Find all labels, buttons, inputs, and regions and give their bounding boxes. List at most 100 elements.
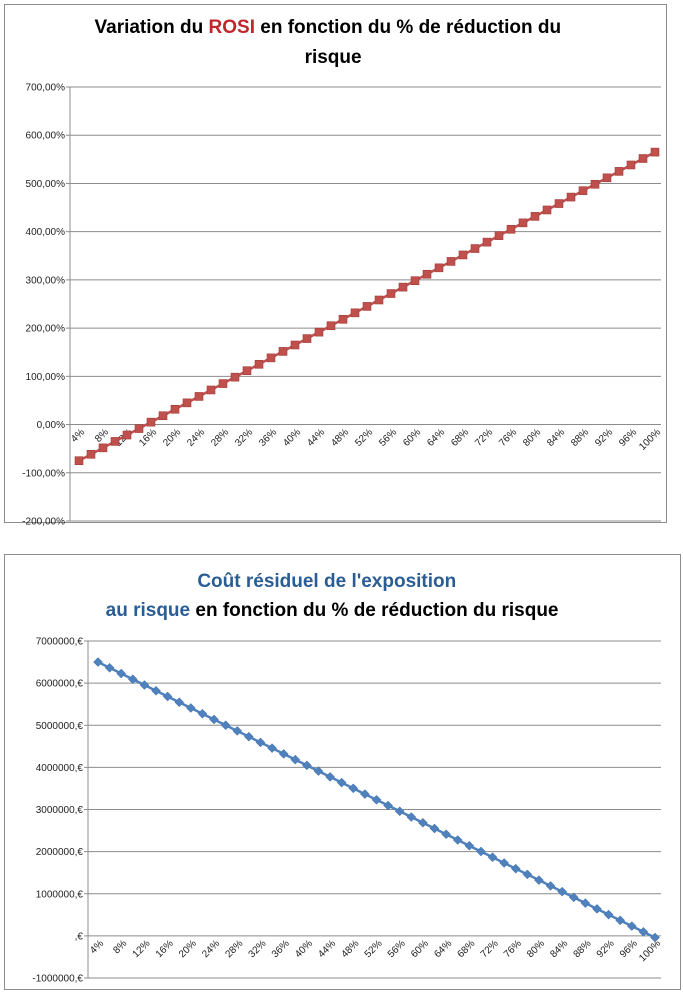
- data-marker: [267, 743, 277, 754]
- data-marker: [255, 737, 266, 748]
- y-tick-label: 6000000,€: [36, 679, 84, 690]
- data-marker: [302, 760, 312, 771]
- y-tick-label: -200,00%: [22, 517, 65, 528]
- data-marker: [434, 263, 444, 273]
- data-marker: [93, 657, 103, 667]
- y-tick-label: 5000000,€: [36, 721, 84, 732]
- data-marker: [568, 892, 579, 903]
- data-marker: [394, 806, 405, 817]
- y-tick-label: 1000000,€: [36, 889, 84, 900]
- y-tick-label: 3000000,€: [36, 805, 84, 816]
- data-marker: [603, 909, 614, 920]
- data-marker: [615, 915, 626, 926]
- data-marker: [230, 372, 240, 382]
- data-marker: [614, 167, 624, 176]
- data-marker: [162, 691, 173, 702]
- y-tick-label: 400,00%: [26, 227, 66, 238]
- title-part: Coût résiduel de l'exposition: [197, 571, 456, 592]
- title-part: Variation du: [95, 17, 209, 38]
- data-marker: [470, 244, 480, 253]
- data-marker: [170, 404, 180, 414]
- title-part: ROSI: [209, 17, 255, 38]
- data-marker: [290, 754, 301, 765]
- data-marker: [116, 668, 127, 679]
- data-marker: [348, 783, 359, 794]
- y-tick-label: 0,00%: [37, 420, 65, 431]
- data-marker: [650, 147, 660, 157]
- data-marker: [209, 714, 219, 725]
- data-marker: [494, 231, 504, 240]
- data-marker: [406, 812, 417, 822]
- data-marker: [122, 430, 132, 440]
- data-marker: [182, 398, 192, 408]
- chart-frame: [4, 4, 667, 523]
- data-marker: [458, 250, 468, 260]
- data-marker: [98, 443, 108, 453]
- data-marker: [232, 726, 243, 736]
- y-tick-label: 100,00%: [26, 372, 66, 383]
- data-marker: [410, 276, 420, 286]
- y-tick-label: ,€: [75, 931, 84, 942]
- data-marker: [218, 379, 228, 388]
- data-marker: [545, 881, 556, 891]
- data-marker: [146, 417, 156, 427]
- data-marker: [452, 835, 463, 845]
- data-marker: [638, 154, 648, 163]
- data-marker: [626, 921, 637, 931]
- data-marker: [254, 359, 264, 369]
- data-marker: [650, 932, 660, 943]
- data-marker: [104, 662, 115, 673]
- data-marker: [220, 720, 231, 731]
- data-marker: [554, 199, 564, 208]
- data-marker: [482, 237, 492, 247]
- data-marker: [314, 327, 324, 337]
- y-tick-label: 500,00%: [26, 179, 66, 190]
- title-part: risque: [305, 47, 362, 68]
- data-marker: [194, 392, 204, 401]
- y-tick-label: 2000000,€: [36, 847, 84, 858]
- data-marker: [557, 886, 568, 897]
- data-marker: [542, 205, 552, 215]
- data-marker: [476, 846, 486, 857]
- y-tick-label: -1000000,€: [32, 974, 83, 985]
- data-marker: [590, 179, 600, 189]
- data-marker: [592, 904, 602, 914]
- data-marker: [530, 212, 540, 221]
- data-marker: [518, 218, 528, 228]
- data-marker: [487, 852, 498, 863]
- data-marker: [278, 749, 289, 759]
- data-marker: [626, 160, 636, 170]
- chart-frame: [4, 554, 681, 990]
- title-part: en fonction du % de réduction du: [255, 17, 561, 38]
- y-tick-label: 4000000,€: [36, 763, 84, 774]
- data-marker: [566, 192, 576, 202]
- data-marker: [110, 437, 120, 446]
- data-marker: [336, 777, 347, 788]
- data-marker: [326, 321, 336, 331]
- data-marker: [290, 340, 300, 350]
- data-marker: [197, 708, 208, 719]
- data-marker: [139, 680, 150, 690]
- data-marker: [522, 869, 533, 880]
- data-marker: [174, 697, 185, 708]
- data-marker: [383, 800, 393, 811]
- data-marker: [325, 771, 335, 782]
- data-marker: [74, 456, 84, 466]
- data-marker: [278, 347, 288, 356]
- data-marker: [338, 314, 348, 324]
- chart-title: Coût résiduel de l'exposition au risque …: [106, 571, 559, 621]
- data-marker: [266, 353, 276, 363]
- data-marker: [499, 858, 509, 868]
- y-tick-label: 600,00%: [26, 131, 66, 142]
- y-tick-label: 300,00%: [26, 275, 66, 286]
- y-tick-label: 7000000,€: [36, 637, 84, 648]
- data-marker: [386, 289, 396, 298]
- data-marker: [429, 823, 440, 834]
- data-marker: [374, 295, 384, 305]
- data-marker: [185, 703, 196, 713]
- data-marker: [422, 269, 432, 279]
- data-marker: [350, 308, 360, 318]
- data-marker: [371, 794, 382, 805]
